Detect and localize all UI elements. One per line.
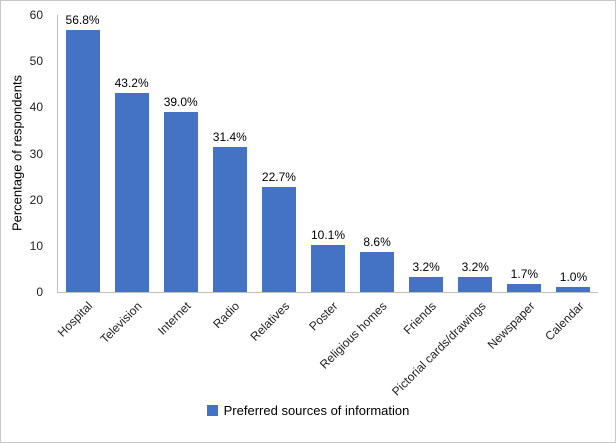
bar: [556, 287, 591, 292]
x-axis-labels: Hospital Television Internet Radio Relatives…: [54, 295, 597, 399]
bar: [311, 245, 345, 292]
bar-value-label: 31.4%: [212, 130, 247, 145]
bar-value-label: 1.0%: [559, 270, 588, 285]
y-tick-label: 20: [29, 192, 43, 207]
legend: Preferred sources of information: [1, 403, 615, 418]
bar-value-label: 43.2%: [114, 75, 149, 90]
y-tick-label: 40: [29, 100, 43, 115]
x-axis-label: Relatives: [247, 299, 292, 344]
y-tick-label: 50: [29, 54, 43, 69]
y-tick-label: 10: [29, 238, 43, 253]
bar-value-label: 10.1%: [310, 228, 346, 243]
x-axis-label: Hospital: [54, 299, 96, 340]
bar-value-label: 22.7%: [261, 170, 296, 185]
bar-value-label: 39.0%: [163, 94, 198, 109]
bar: [114, 92, 149, 292]
y-tick-label: 60: [29, 8, 43, 22]
x-axis-label: Radio: [210, 299, 243, 332]
bar: [507, 284, 542, 292]
x-axis-label: Friends: [400, 299, 440, 338]
bar-value-label: 8.6%: [363, 235, 391, 250]
bar: [212, 147, 247, 292]
plot-area: 56.8% 43.2% 39.0% 31.4% 22.7% 10.1% 8.6% 3.2% 3.…: [57, 12, 598, 293]
x-axis-label: Television: [97, 299, 145, 347]
x-axis-label: Pictorial cards/drawings: [388, 299, 489, 399]
x-axis-label: Internet: [154, 299, 194, 338]
bar: [360, 252, 395, 292]
x-axis-label: Poster: [306, 299, 341, 334]
bar-value-label: 3.2%: [461, 260, 489, 275]
legend-swatch-icon: [206, 405, 218, 416]
bar-value-label: 56.8%: [65, 12, 100, 27]
bar: [163, 111, 198, 292]
bar: [65, 29, 100, 292]
y-tick-label: 0: [36, 285, 43, 299]
bar-value-label: 1.7%: [510, 267, 539, 282]
bar: [458, 277, 493, 292]
bar: [261, 187, 296, 292]
y-axis-tick-labels: 0 10 20 30 40 50 60: [1, 1, 49, 442]
bar: [409, 277, 444, 292]
legend-label: Preferred sources of information: [223, 403, 410, 418]
bar-value-label: 3.2%: [412, 260, 440, 275]
x-axis-label: Newspaper: [484, 299, 538, 352]
x-axis-label: Calendar: [542, 299, 587, 344]
y-tick-label: 30: [29, 146, 43, 161]
